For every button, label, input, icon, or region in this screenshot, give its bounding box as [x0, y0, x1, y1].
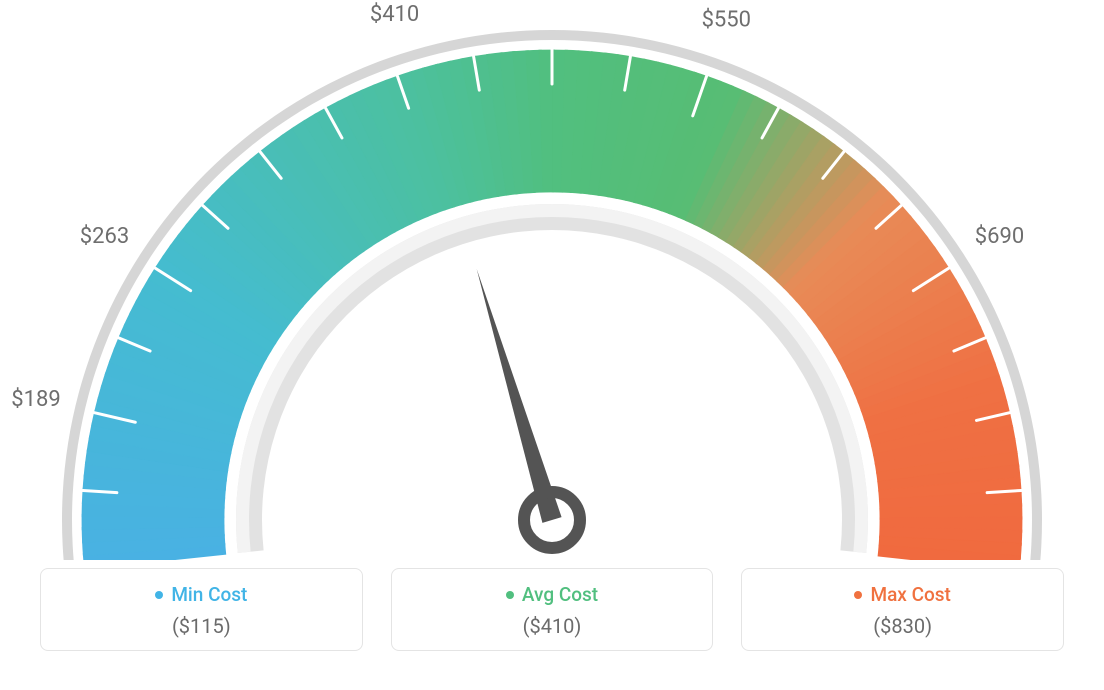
tick-label: $550 — [702, 7, 751, 32]
tick-label: $410 — [370, 2, 419, 27]
dot-icon — [854, 591, 862, 599]
legend-card-avg: Avg Cost ($410) — [391, 568, 714, 651]
legend-value: ($830) — [752, 614, 1053, 638]
legend-value: ($115) — [51, 614, 352, 638]
legend-title-max: Max Cost — [854, 583, 950, 606]
gauge-svg: $115$189$263$410$550$690$830 — [0, 0, 1104, 560]
legend-label: Avg Cost — [522, 583, 598, 606]
color-band — [82, 50, 1022, 560]
dot-icon — [155, 591, 163, 599]
legend-value: ($410) — [402, 614, 703, 638]
gauge-chart: $115$189$263$410$550$690$830 — [0, 0, 1104, 560]
tick-label: $690 — [975, 224, 1024, 249]
tick-label: $189 — [11, 387, 60, 412]
legend-card-min: Min Cost ($115) — [40, 568, 363, 651]
legend-label: Max Cost — [870, 583, 950, 606]
needle — [477, 269, 562, 523]
dot-icon — [506, 591, 514, 599]
legend-label: Min Cost — [171, 583, 247, 606]
tick-label: $263 — [80, 224, 129, 249]
legend-title-avg: Avg Cost — [506, 583, 598, 606]
legend-row: Min Cost ($115) Avg Cost ($410) Max Cost… — [0, 568, 1104, 651]
legend-card-max: Max Cost ($830) — [741, 568, 1064, 651]
legend-title-min: Min Cost — [155, 583, 247, 606]
